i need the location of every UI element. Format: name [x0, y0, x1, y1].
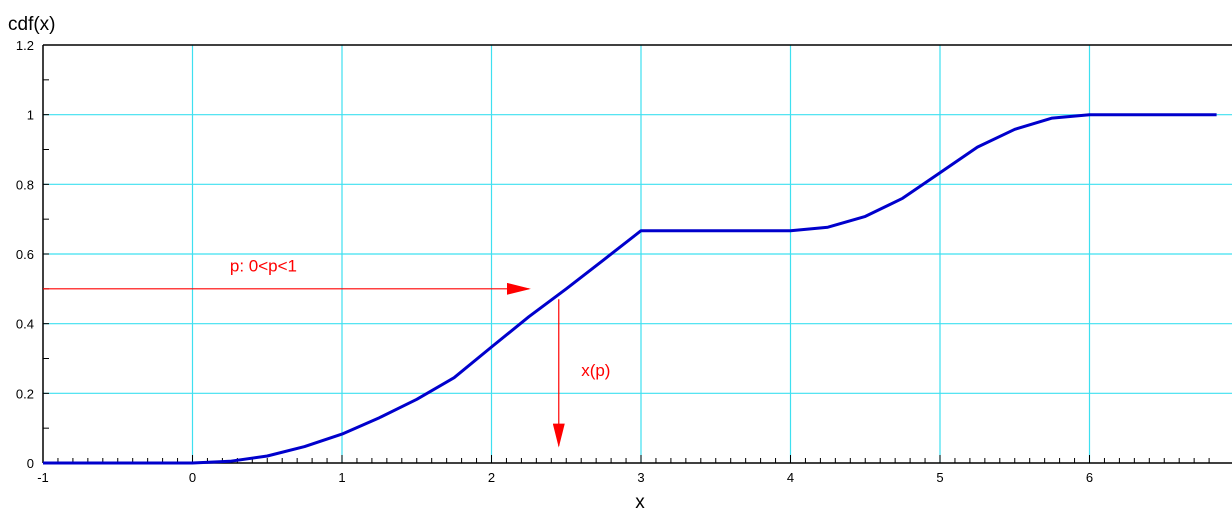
- x-tick-label: 3: [637, 470, 644, 485]
- x-tick-label: 4: [787, 470, 794, 485]
- axes: [42, 44, 1232, 464]
- x-tick-label: -1: [37, 470, 49, 485]
- x-tick-label: 1: [338, 470, 345, 485]
- x-axis-label: x: [635, 492, 645, 513]
- y-tick-label: 0.4: [16, 317, 34, 332]
- y-tick-label: 0.6: [16, 247, 34, 262]
- x-tick-label: 0: [189, 470, 196, 485]
- xp-annotation-label: x(p): [581, 361, 610, 380]
- x-tick-label: 6: [1086, 470, 1093, 485]
- y-tick-label: 0: [27, 456, 34, 471]
- grid: [43, 45, 1232, 463]
- x-tick-label: 2: [488, 470, 495, 485]
- cdf-curve: [43, 113, 1217, 465]
- series-layer: [43, 113, 1217, 465]
- tick-labels: -1 0 1 2 3 4 5 600.20.40.60.811.2: [16, 38, 1093, 485]
- annotations: p: 0<p<1 x(p): [43, 256, 610, 448]
- y-tick-label: 0.2: [16, 386, 34, 401]
- y-axis-label: cdf(x): [8, 14, 56, 35]
- x-tick-label: 5: [936, 470, 943, 485]
- p-annotation-label: p: 0<p<1: [230, 256, 297, 275]
- y-tick-label: 1: [27, 108, 34, 123]
- y-tick-label: 1.2: [16, 38, 34, 53]
- y-tick-label: 0.8: [16, 177, 34, 192]
